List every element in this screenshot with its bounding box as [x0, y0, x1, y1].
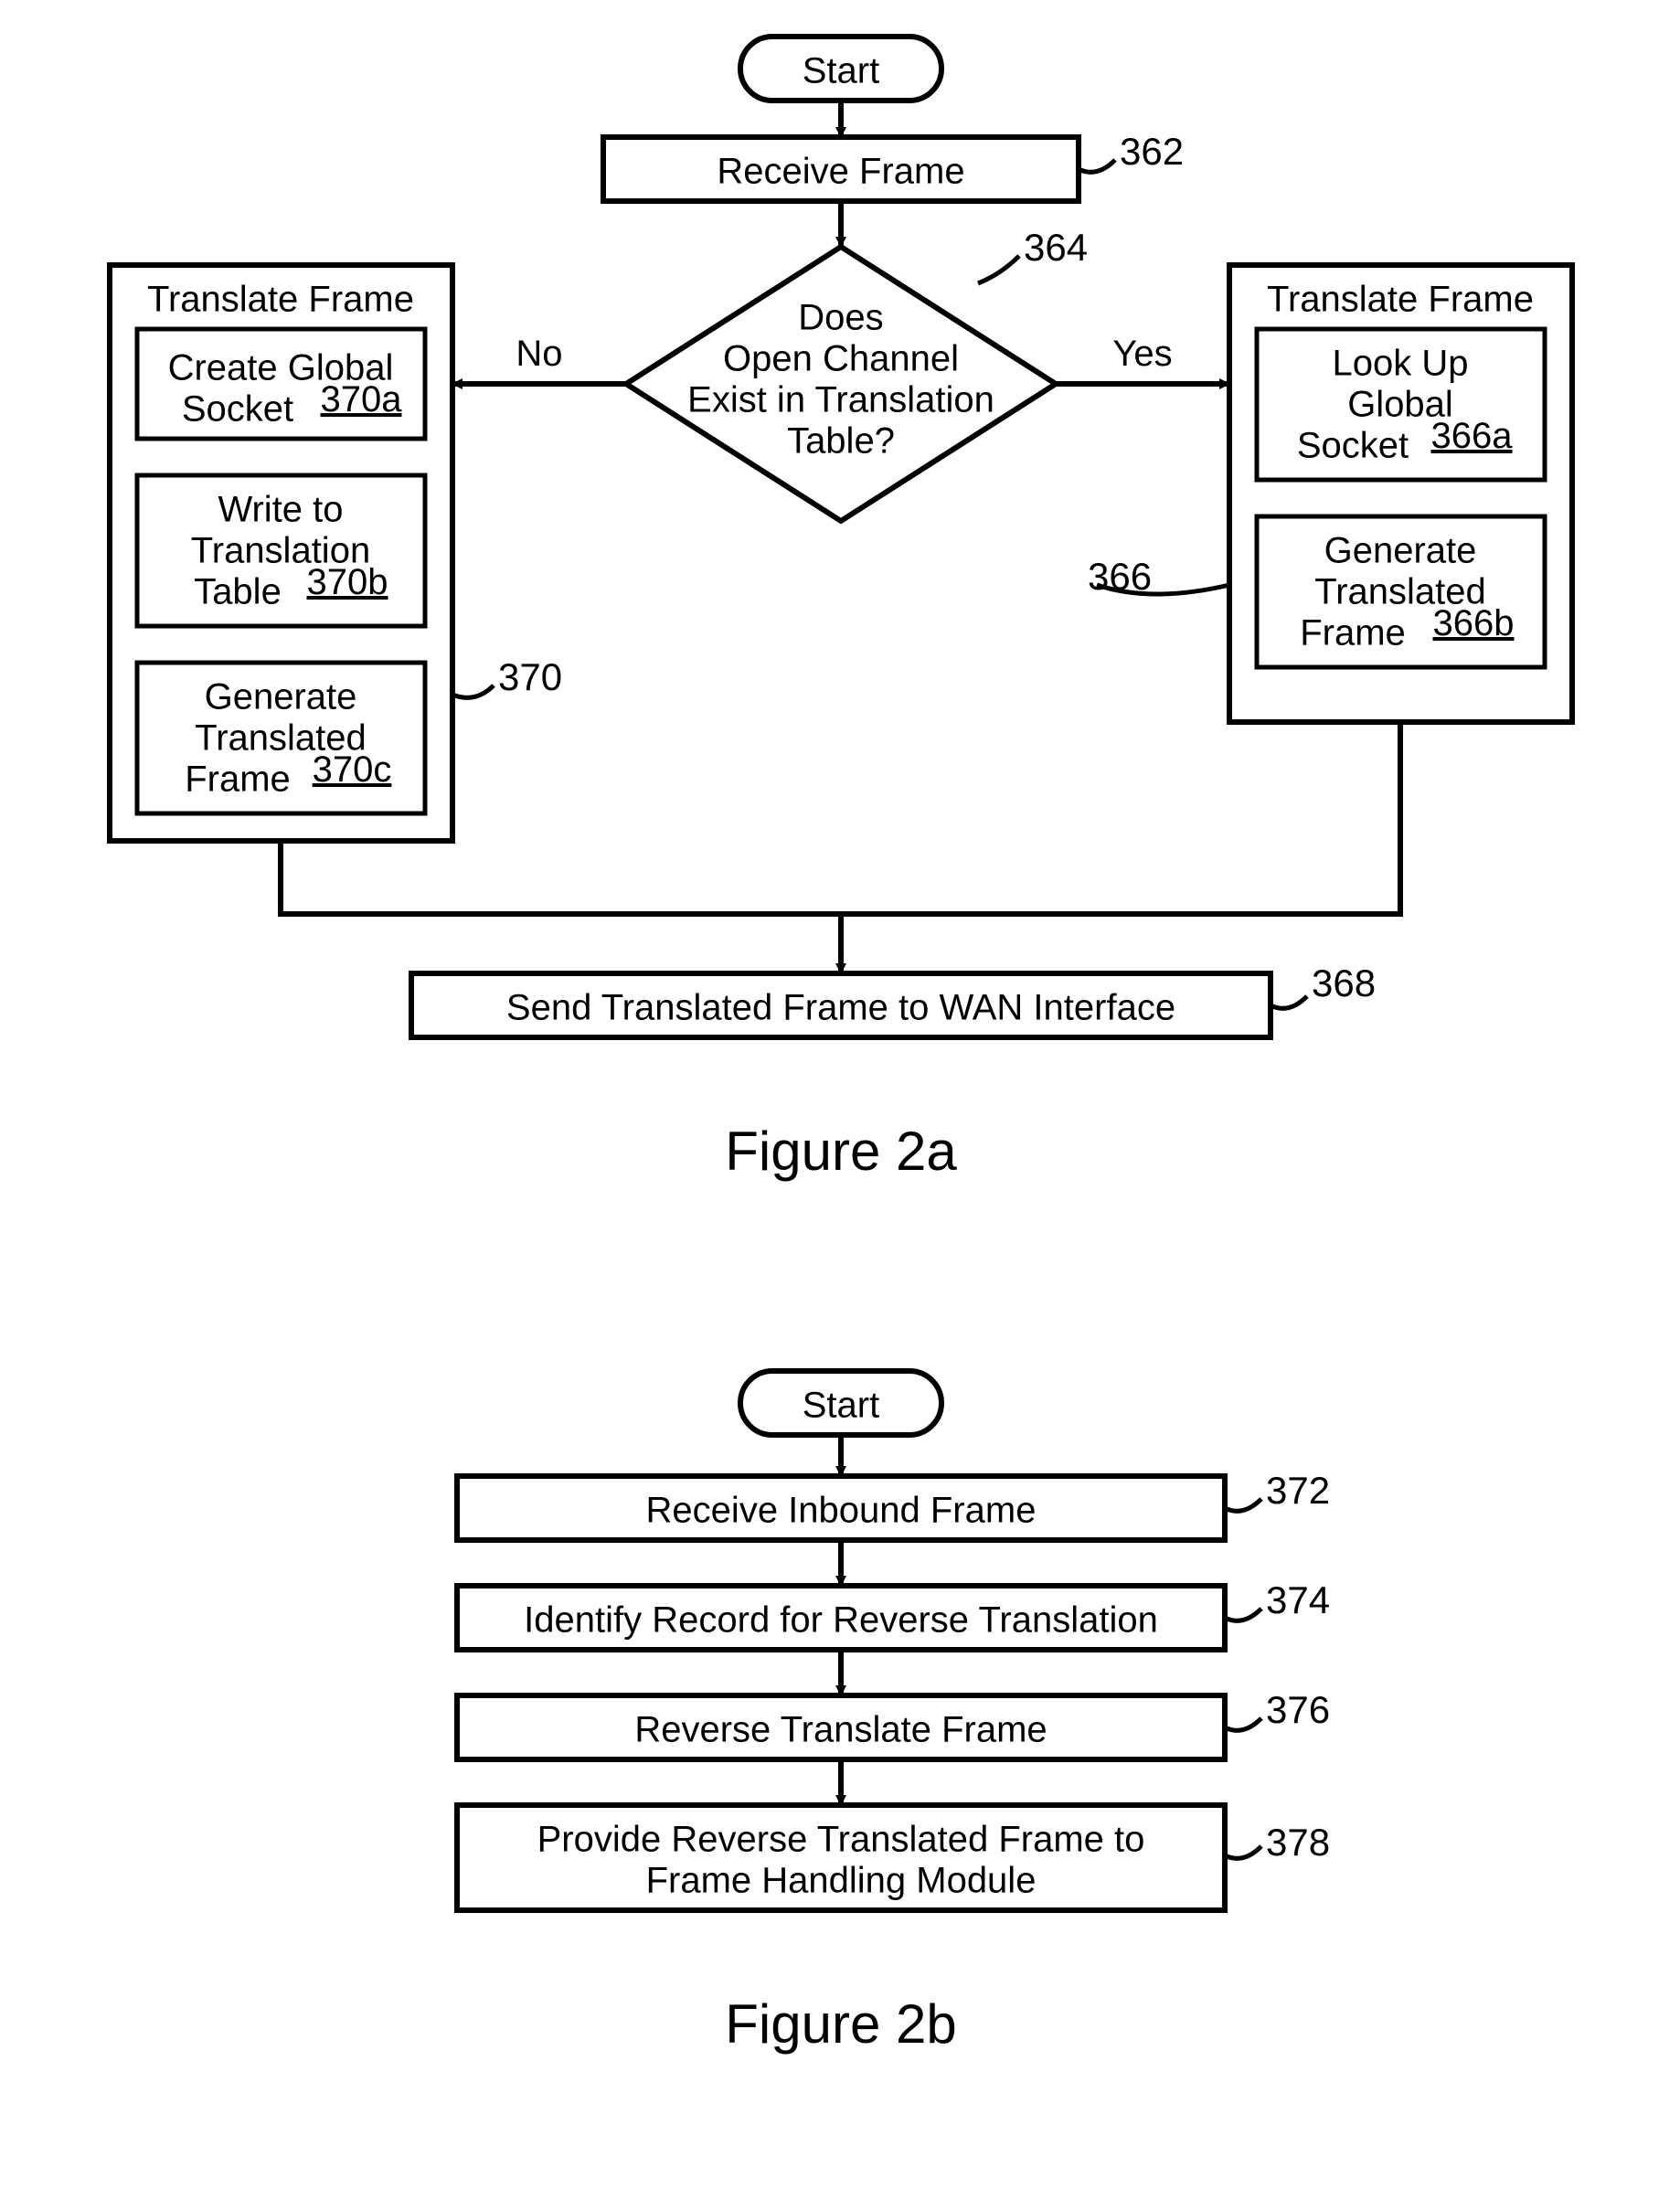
svg-text:Write to: Write to [218, 490, 343, 530]
fig2b-step2-text: Identify Record for Reverse Translation [524, 1600, 1158, 1641]
svg-text:Exist in Translation: Exist in Translation [687, 380, 994, 420]
fig2b-step1-box: Receive Inbound Frame [457, 1476, 1225, 1540]
fig2a-caption: Figure 2a [725, 1121, 957, 1182]
fig2b-step4-line2: Frame Handling Module [646, 1861, 1037, 1901]
leader [1271, 996, 1307, 1008]
fig2a-start-terminator: Start [740, 37, 941, 101]
fig2a-ref-362: 362 [1120, 130, 1184, 173]
leader [1079, 160, 1115, 172]
fig2a-left-translate-group: Translate Frame Create Global Socket 370… [110, 265, 452, 841]
fig2b-step4-box: Provide Reverse Translated Frame to Fram… [457, 1805, 1225, 1910]
leader [1225, 1609, 1261, 1620]
svg-text:Table: Table [194, 572, 282, 612]
svg-text:Look Up: Look Up [1333, 344, 1469, 384]
svg-text:Does: Does [798, 298, 883, 338]
fig2b-start-terminator: Start [740, 1371, 941, 1435]
fig2a-ref-370a: 370a [321, 379, 403, 420]
fig2a-start-text: Start [803, 51, 879, 91]
fig2b-step2-box: Identify Record for Reverse Translation [457, 1586, 1225, 1650]
svg-text:Frame: Frame [185, 760, 291, 800]
svg-text:Socket: Socket [182, 389, 293, 430]
fig2b-ref-378: 378 [1266, 1821, 1330, 1864]
fig2a-send-box: Send Translated Frame to WAN Interface [411, 973, 1271, 1037]
leader [1225, 1718, 1261, 1730]
svg-text:Frame: Frame [1300, 613, 1406, 653]
fig2a-no-label: No [516, 334, 562, 374]
fig2a-receive-frame-text: Receive Frame [717, 152, 964, 192]
fig2a-right-title: Translate Frame [1267, 280, 1534, 320]
svg-text:Open Channel: Open Channel [723, 339, 959, 379]
fig2a-ref-370: 370 [498, 655, 562, 698]
leader [1225, 1846, 1261, 1858]
fig2a-left-title: Translate Frame [147, 280, 414, 320]
fig2a-yes-label: Yes [1112, 334, 1172, 374]
svg-text:Generate: Generate [205, 677, 357, 717]
fig2b-step1-text: Receive Inbound Frame [646, 1491, 1037, 1531]
fig2a-ref-368: 368 [1312, 962, 1376, 1004]
fig2a-ref-366b: 366b [1433, 603, 1515, 643]
fig2a-ref-366a: 366a [1431, 416, 1514, 456]
fig2b-step3-text: Reverse Translate Frame [634, 1710, 1047, 1750]
fig2a-receive-frame-box: Receive Frame [603, 137, 1079, 201]
svg-text:Generate: Generate [1324, 531, 1477, 571]
connector [281, 841, 841, 914]
fig2b-ref-376: 376 [1266, 1688, 1330, 1731]
fig2b-start-text: Start [803, 1386, 879, 1426]
svg-text:Table?: Table? [787, 421, 895, 462]
fig2a-send-text: Send Translated Frame to WAN Interface [506, 988, 1175, 1028]
fig2a-ref-364: 364 [1024, 226, 1088, 269]
fig2b-ref-374: 374 [1266, 1578, 1330, 1621]
fig2a-ref-370b: 370b [307, 562, 388, 602]
svg-text:Socket: Socket [1297, 426, 1409, 466]
fig2a-ref-370c: 370c [313, 749, 392, 790]
leader [452, 685, 494, 697]
leader [1225, 1499, 1261, 1511]
leader [978, 256, 1019, 283]
fig2a-decision-diamond: Does Open Channel Exist in Translation T… [626, 247, 1056, 521]
fig2b-caption: Figure 2b [725, 1993, 956, 2055]
fig2b-step3-box: Reverse Translate Frame [457, 1695, 1225, 1759]
fig2a-right-translate-group: Translate Frame Look Up Global Socket 36… [1229, 265, 1572, 722]
connector [841, 722, 1400, 914]
fig2b-step4-line1: Provide Reverse Translated Frame to [537, 1820, 1145, 1860]
fig2b-ref-372: 372 [1266, 1469, 1330, 1512]
